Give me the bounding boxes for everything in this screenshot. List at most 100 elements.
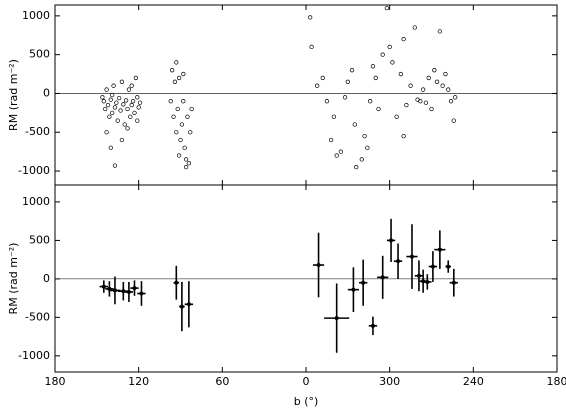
- data-point: [110, 92, 115, 98]
- data-point: [100, 95, 105, 100]
- y-tick-label: -1000: [18, 164, 50, 177]
- data-point: [185, 114, 190, 119]
- data-point: [119, 137, 125, 143]
- data-point: [112, 288, 117, 293]
- data-point: [105, 102, 111, 108]
- data-point: [420, 87, 426, 92]
- y-axis-label: RM (rad m⁻²): [7, 243, 20, 315]
- data-point: [309, 44, 314, 50]
- data-point: [101, 99, 106, 104]
- x-tick-label: 60: [215, 375, 229, 388]
- data-point: [178, 137, 183, 143]
- x-tick-label: 120: [128, 375, 149, 388]
- data-point: [135, 118, 140, 123]
- data-point: [188, 130, 193, 135]
- data-point: [121, 102, 126, 107]
- data-point: [308, 15, 313, 20]
- data-point: [365, 145, 370, 150]
- data-point: [169, 68, 175, 73]
- y-tick-label: 500: [29, 233, 50, 246]
- data-point: [118, 108, 123, 113]
- data-point: [373, 75, 378, 81]
- data-point: [434, 79, 440, 84]
- data-point: [437, 247, 442, 252]
- x-tick-label: 240: [463, 375, 484, 388]
- data-point: [168, 99, 173, 104]
- data-point: [426, 75, 431, 81]
- data-point: [174, 130, 179, 135]
- data-point: [359, 157, 364, 162]
- data-point: [176, 75, 182, 81]
- plot-frame: [54, 184, 558, 373]
- data-point: [125, 106, 130, 112]
- data-point: [101, 284, 106, 289]
- data-point: [126, 289, 131, 294]
- data-point: [345, 79, 350, 84]
- data-point: [440, 83, 445, 88]
- data-point: [349, 68, 355, 73]
- data-point: [108, 97, 113, 102]
- data-point: [116, 95, 122, 101]
- y-axis-label: RM (rad m⁻²): [7, 59, 20, 131]
- data-point: [334, 153, 339, 158]
- data-point: [384, 5, 390, 11]
- data-point: [328, 137, 334, 143]
- data-point: [376, 106, 381, 112]
- data-point: [122, 122, 127, 127]
- data-point: [174, 60, 179, 65]
- data-point: [430, 264, 435, 269]
- data-point: [398, 71, 403, 77]
- data-point: [390, 60, 395, 65]
- data-point: [123, 98, 129, 103]
- data-point: [315, 83, 320, 88]
- data-point: [401, 36, 406, 42]
- data-point: [412, 25, 417, 30]
- data-point: [361, 280, 366, 285]
- data-point: [331, 114, 337, 119]
- data-point: [425, 279, 430, 284]
- data-point: [129, 102, 134, 108]
- data-point: [408, 83, 413, 88]
- data-point: [409, 254, 414, 259]
- data-point: [432, 68, 437, 73]
- data-point: [126, 87, 132, 92]
- data-point: [453, 95, 458, 100]
- data-point: [404, 102, 409, 108]
- data-point: [125, 126, 130, 131]
- data-point: [112, 105, 118, 110]
- data-point: [104, 130, 109, 135]
- x-axis-label: b (°): [294, 395, 319, 408]
- data-point: [401, 133, 406, 139]
- data-point: [186, 302, 191, 307]
- data-point: [183, 157, 189, 162]
- data-point: [128, 114, 133, 119]
- y-tick-label: 0: [43, 86, 50, 99]
- data-point: [387, 44, 392, 50]
- data-point: [176, 153, 182, 158]
- x-tick-label: 180: [547, 375, 566, 388]
- data-point: [132, 110, 137, 115]
- data-point: [394, 114, 399, 119]
- y-tick-label: 1000: [22, 9, 50, 22]
- data-point: [110, 110, 115, 115]
- data-point: [437, 29, 443, 34]
- data-point: [136, 105, 141, 110]
- data-point: [172, 79, 178, 84]
- data-point: [389, 238, 394, 243]
- data-point: [171, 114, 176, 119]
- data-point: [182, 145, 187, 150]
- data-point: [370, 323, 375, 328]
- data-point: [416, 273, 421, 278]
- x-tick-label: 180: [45, 375, 66, 388]
- data-point: [183, 165, 189, 170]
- data-point: [448, 99, 454, 104]
- data-point: [175, 106, 180, 112]
- data-point: [338, 149, 344, 154]
- data-point: [429, 106, 434, 112]
- data-point: [451, 118, 456, 123]
- data-point: [115, 118, 120, 123]
- data-point: [418, 99, 423, 104]
- data-point: [370, 64, 376, 69]
- data-point: [139, 291, 144, 296]
- data-point: [316, 263, 321, 268]
